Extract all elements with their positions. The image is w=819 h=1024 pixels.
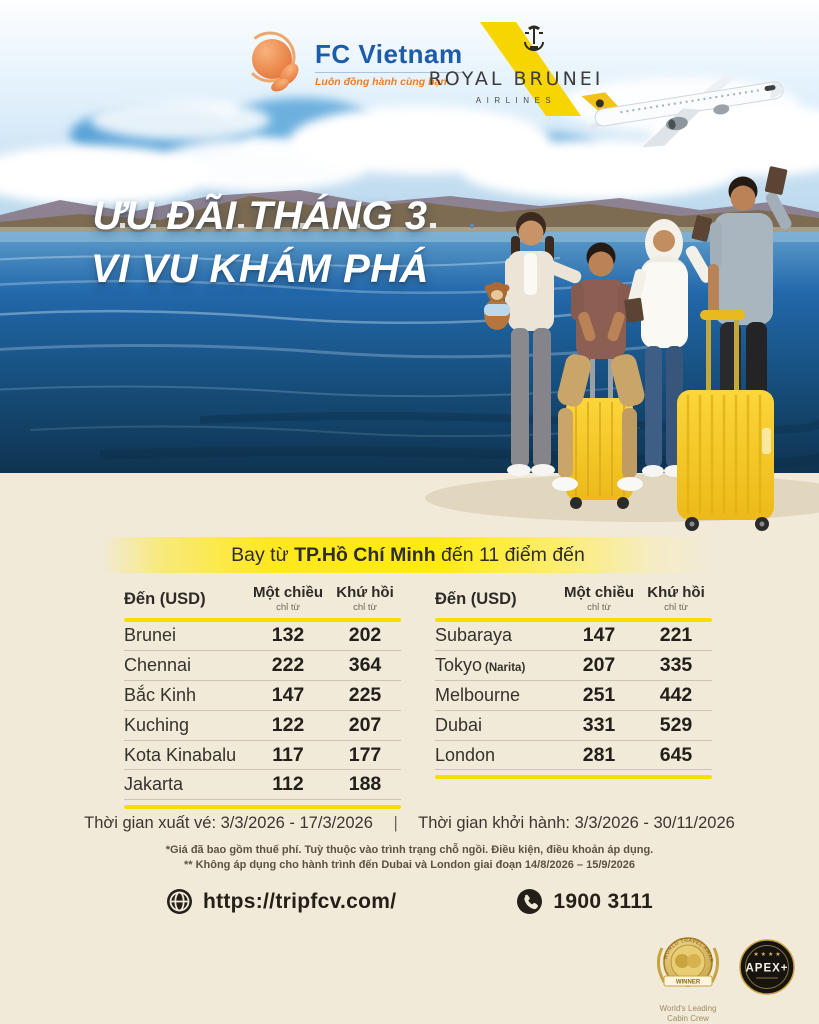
- ticketing-period: Thời gian xuất vé: 3/3/2026 - 17/3/2026: [84, 814, 373, 832]
- globe-icon: [166, 889, 192, 914]
- fare-table-right: Đến (USD) Một chiều chỉ từ Khứ hồi chỉ từ …: [435, 584, 712, 809]
- people-group: [484, 166, 792, 531]
- phone-number[interactable]: 1900 3111: [553, 889, 654, 913]
- fare-row: London 281 645: [435, 741, 712, 771]
- fare-row: Subaraya 147 221: [435, 622, 712, 652]
- wta-ribbon-text: WINNER: [676, 980, 701, 986]
- apex-badge-icon: ★ ★ ★ ★ APEX+: [739, 939, 795, 995]
- fare-row: Kuching 122 207: [124, 711, 401, 741]
- col-return-sub: chỉ từ: [664, 602, 688, 613]
- fare-table-header: Đến (USD) Một chiều chỉ từ Khứ hồi chỉ từ: [435, 584, 712, 613]
- table-rule-bottom: [435, 775, 712, 779]
- contact-row: https://tripfcv.com/ 1900 3111: [0, 888, 819, 915]
- fare-row: Brunei 132 202: [124, 622, 401, 652]
- phone-icon: [517, 889, 543, 914]
- royal-brunei-stripe: [480, 22, 581, 116]
- banner-origin: TP.Hồ Chí Minh: [294, 544, 436, 566]
- shoreline: [0, 227, 819, 233]
- col-return-label: Khứ hồi: [647, 584, 705, 601]
- table-rule-top: [124, 618, 401, 622]
- fc-vietnam-logo: FC Vietnam Luôn đồng hành cùng bạn: [243, 30, 463, 96]
- wta-caption-line-2: Cabin Crew: [667, 1014, 709, 1023]
- mountains-near: [0, 196, 819, 232]
- terms-conditions: *Giá đã bao gồm thuế phí. Tuỳ thuộc vào …: [0, 843, 819, 873]
- website-link[interactable]: https://tripfcv.com/: [166, 888, 396, 915]
- hero-photo: [0, 0, 819, 531]
- fc-logo-divider: [315, 71, 463, 73]
- man-sitting: [552, 242, 645, 509]
- fare-row: Tokyo (Narita) 207 335: [435, 651, 712, 682]
- fare-row: Dubai 331 529: [435, 711, 712, 741]
- big-suitcase: [677, 310, 774, 531]
- royal-brunei-logo: ROYAL BRUNEI AIRLINES: [424, 20, 608, 116]
- col-destination-label: Đến (USD): [124, 590, 206, 608]
- banner-prefix: Bay từ: [231, 544, 295, 566]
- royal-brunei-name: ROYAL BRUNEI: [428, 68, 604, 90]
- col-oneway-label: Một chiều: [564, 584, 634, 601]
- col-destination-label: Đến (USD): [435, 590, 517, 608]
- travel-period: Thời gian khởi hành: 3/3/2026 - 30/11/20…: [418, 814, 735, 832]
- monkey-plush: [484, 282, 510, 330]
- phone-contact[interactable]: 1900 3111: [516, 888, 653, 915]
- table-rule-top: [435, 618, 712, 622]
- wta-medallion-icon: WORLD TRAVEL AWARDS WINNER: [650, 930, 719, 987]
- route-banner: Bay từ TP.Hồ Chí Minh đến 11 điểm đến: [100, 537, 716, 573]
- fare-row: Kota Kinabalu 117 177: [124, 741, 401, 771]
- col-oneway-sub: chỉ từ: [276, 602, 300, 613]
- fare-row: Jakarta 112 188: [124, 770, 401, 801]
- headline-line-1: ƯU ĐÃI THÁNG 3: [92, 194, 428, 238]
- royal-brunei-airlines-label: AIRLINES: [475, 96, 557, 105]
- col-return-sub: chỉ từ: [353, 602, 377, 613]
- col-return-label: Khứ hồi: [336, 584, 394, 601]
- fare-table-header: Đến (USD) Một chiều chỉ từ Khứ hồi chỉ từ: [124, 584, 401, 613]
- fare-row: Melbourne 251 442: [435, 681, 712, 711]
- airplane-icon: [581, 75, 784, 148]
- terms-line-2: ** Không áp dụng cho hành trình đến Duba…: [183, 859, 636, 871]
- col-oneway-label: Một chiều: [253, 584, 323, 601]
- fc-vietnam-tagline: Luôn đồng hành cùng bạn: [315, 75, 447, 88]
- dates-divider: |: [393, 814, 398, 832]
- validity-dates: Thời gian xuất vé: 3/3/2026 - 17/3/2026 …: [0, 814, 819, 833]
- banner-suffix: đến 11 điểm đến: [435, 544, 585, 566]
- table-rule-bottom: [124, 805, 401, 809]
- website-url[interactable]: https://tripfcv.com/: [202, 889, 397, 913]
- fare-row: Bắc Kinh 147 225: [124, 681, 401, 711]
- col-oneway-sub: chỉ từ: [587, 602, 611, 613]
- fare-table-left: Đến (USD) Một chiều chỉ từ Khứ hồi chỉ từ …: [124, 584, 401, 809]
- wta-caption-line-1: World's Leading: [659, 1004, 717, 1013]
- apex-stars: ★ ★ ★ ★: [753, 951, 780, 958]
- fare-row: Chennai 222 364: [124, 651, 401, 682]
- fc-vietnam-logo-icon: [244, 31, 299, 92]
- award-badges: WORLD TRAVEL AWARDS WINNER World's Leadi…: [646, 930, 796, 1024]
- wta-badge: WORLD TRAVEL AWARDS WINNER World's Leadi…: [646, 930, 730, 1024]
- apex-label: APEX+: [745, 963, 788, 975]
- woman-plush: [484, 212, 582, 476]
- shore-buildings: [120, 223, 474, 228]
- fc-vietnam-name: FC Vietnam: [315, 38, 463, 69]
- terms-line-1: *Giá đã bao gồm thuế phí. Tuỳ thuộc vào …: [165, 844, 654, 856]
- royal-brunei-crest-icon: [524, 25, 544, 51]
- headline-line-2: VI VU KHÁM PHÁ: [90, 246, 430, 291]
- fare-tables: Đến (USD) Một chiều chỉ từ Khứ hồi chỉ từ …: [124, 584, 712, 809]
- promo-headline: ƯU ĐÃI THÁNG 3 VI VU KHÁM PHÁ: [40, 190, 480, 296]
